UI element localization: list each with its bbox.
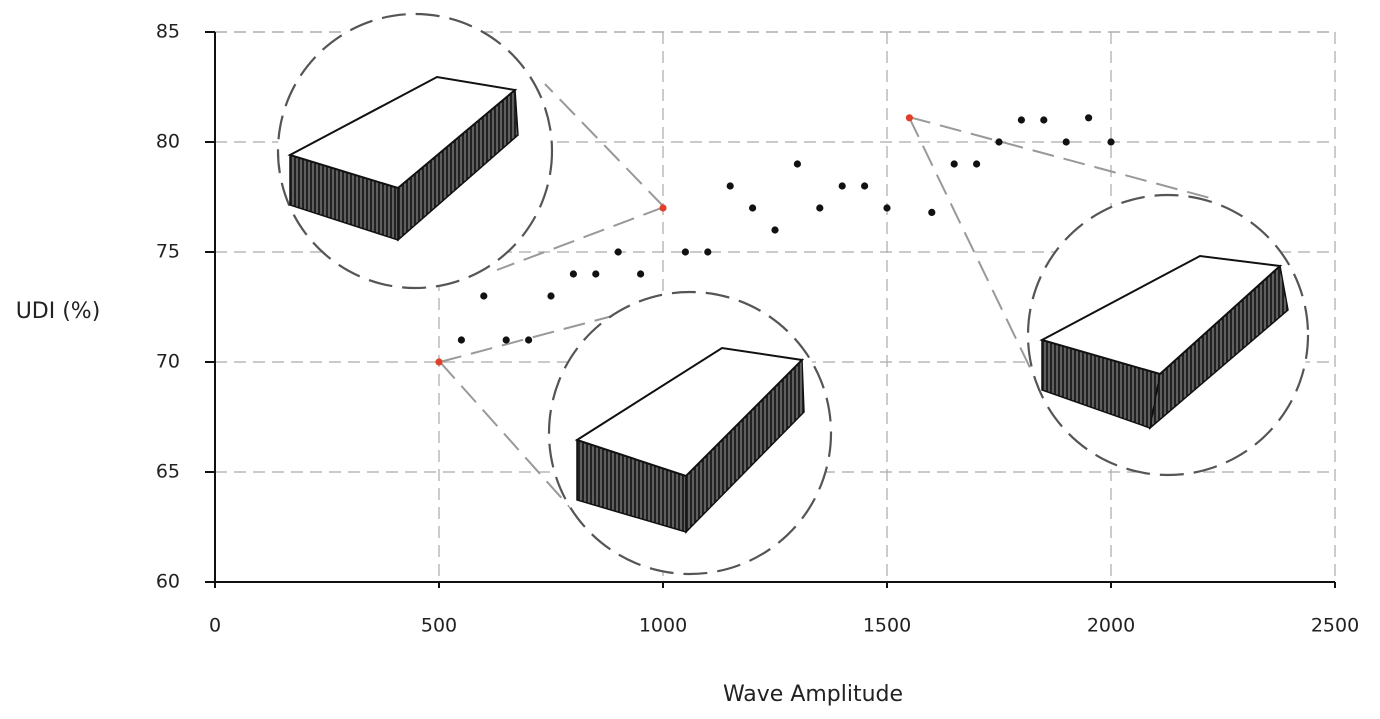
point	[681, 248, 690, 256]
insets	[276, 12, 1310, 576]
point	[1017, 116, 1025, 124]
point	[435, 358, 443, 366]
point	[1085, 114, 1093, 122]
point	[816, 204, 824, 212]
point	[480, 292, 488, 300]
point	[905, 114, 914, 122]
point	[547, 292, 555, 300]
point	[749, 204, 757, 212]
x-tick-label: 2500	[1311, 615, 1359, 637]
model-top	[574, 346, 805, 478]
point	[569, 270, 578, 278]
point	[525, 336, 533, 344]
y-tick-label: 70	[156, 351, 180, 373]
y-tick-label: 60	[156, 571, 180, 593]
leader-line	[908, 116, 1211, 199]
x-tick-label: 0	[209, 615, 221, 637]
point	[592, 270, 600, 278]
point	[502, 336, 510, 344]
point	[1062, 138, 1070, 146]
point	[973, 160, 981, 168]
point	[950, 160, 958, 168]
point	[771, 226, 779, 234]
model-top	[287, 75, 518, 190]
leader-line	[908, 116, 1036, 379]
point	[793, 160, 802, 168]
leader-line	[439, 361, 576, 514]
point	[457, 336, 465, 344]
point	[1107, 138, 1115, 146]
y-tick-label: 85	[156, 21, 180, 43]
x-tick-label: 2000	[1087, 615, 1135, 637]
x-tick-label: 500	[421, 615, 457, 637]
point	[883, 204, 891, 212]
model-top	[1039, 254, 1283, 376]
y-axis-label: UDI (%)	[16, 299, 101, 324]
point	[704, 248, 712, 256]
x-axis-label: Wave Amplitude	[723, 682, 903, 707]
point	[1040, 116, 1048, 124]
y-tick-label: 80	[156, 131, 180, 153]
point	[928, 208, 936, 216]
point	[838, 182, 846, 190]
leader-line	[496, 206, 665, 271]
leader-line	[544, 83, 665, 208]
point	[614, 248, 622, 256]
x-tick-label: 1000	[639, 615, 687, 637]
y-tick-label: 75	[156, 241, 180, 263]
point	[995, 138, 1003, 146]
point	[659, 204, 667, 212]
point	[861, 182, 869, 190]
point	[637, 270, 645, 278]
point	[726, 182, 734, 190]
x-tick-label: 1500	[863, 615, 911, 637]
y-tick-label: 65	[156, 461, 180, 483]
